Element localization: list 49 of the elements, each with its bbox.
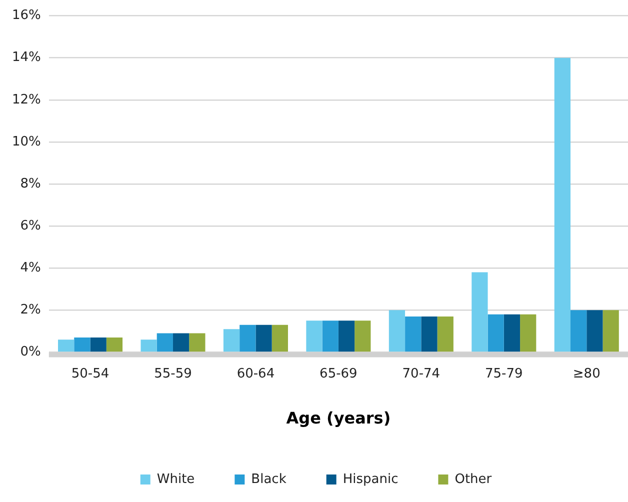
bar [58, 340, 74, 352]
bar [520, 314, 536, 352]
bar [554, 58, 571, 352]
bar [140, 340, 157, 352]
x-tick-label: 55-59 [154, 366, 192, 382]
bar [74, 337, 90, 352]
bar [570, 310, 587, 352]
y-tick-label: 10% [12, 134, 41, 150]
x-tick-label: ≥80 [572, 366, 600, 382]
bar [602, 310, 619, 352]
y-tick-label: 16% [12, 8, 41, 24]
y-tick-label: 8% [20, 176, 41, 192]
x-tick-label: 70-74 [402, 366, 440, 382]
bar [223, 329, 240, 352]
bar [472, 272, 488, 352]
bar [306, 320, 322, 352]
bar [322, 320, 338, 352]
legend-label: Hispanic [342, 472, 398, 487]
bar [272, 324, 288, 352]
legend-label: Other [454, 472, 492, 487]
bar [388, 310, 406, 352]
bar [421, 316, 438, 352]
x-tick-label: 60-64 [236, 366, 275, 382]
bar [90, 337, 106, 352]
bar [338, 320, 355, 352]
bar [586, 310, 603, 352]
bar [354, 320, 371, 352]
x-tick-label: 75-79 [485, 366, 523, 382]
x-tick-label: 65-69 [320, 366, 358, 382]
y-tick-label: 12% [12, 92, 41, 108]
bar [172, 333, 190, 352]
bar [156, 333, 173, 352]
bar [106, 337, 123, 352]
y-tick-label: 14% [12, 50, 41, 66]
bar [504, 314, 520, 352]
y-tick-label: 6% [20, 218, 41, 234]
bar [488, 314, 504, 352]
bar [256, 324, 272, 352]
bar [437, 316, 454, 352]
y-tick-label: 2% [20, 302, 41, 318]
bar [240, 324, 256, 352]
bar [405, 316, 422, 352]
x-axis-title: Age (years) [286, 408, 391, 428]
bar [189, 333, 206, 352]
legend-label: White [156, 472, 195, 487]
legend-label: Black [251, 472, 287, 487]
x-tick-label: 50-54 [71, 366, 110, 382]
y-tick-label: 0% [20, 344, 41, 360]
y-tick-label: 4% [20, 260, 41, 276]
